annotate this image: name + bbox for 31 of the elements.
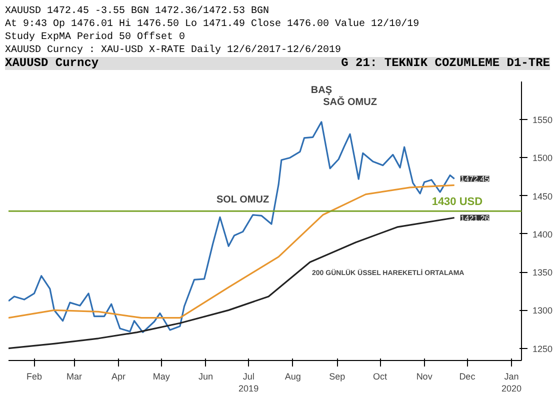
y-tick-label: 1550 [532,115,553,126]
ref-line-label: 1430 USD [432,196,483,208]
annotation: SOL OMUZ [216,194,270,206]
y-tick-label: 1350 [532,268,553,278]
annotation: 1421.26 [460,214,490,223]
x-tick-label: Aug [284,372,301,382]
x-tick-label: Jul 2019 [238,372,259,394]
y-tick-label: 1400 [532,230,553,240]
text: At 9:43 Op 1476.01 Hi 1476.50 Lo 1471.49 Close 1476.00 Value 12/10/19 [5,18,420,31]
x-tick-label: Jun [198,372,213,382]
text: XAUUSD 1472.45 -3.55 BGN 1472.36/1472.53 BGN [5,5,270,18]
annotation: SAĞ OMUZ [323,96,377,108]
x-tick-label: Dec [459,372,476,382]
y-tick-label: 1500 [532,153,553,164]
x-tick-label: Jan 2020 [501,372,522,394]
chart-title: XAUUSD Curncy [5,56,99,70]
x-tick-label: Oct [373,372,388,382]
x-tick-label: Apr [112,372,126,382]
y-tick-label: 1450 [532,191,553,202]
y-tick-label: 1250 [532,344,553,354]
x-tick-label: Mar [66,372,82,382]
text: Study ExpMA Period 50 Offset 0 [5,31,186,44]
annotation: 1472.45 [460,174,490,184]
x-tick-label: May [152,372,170,382]
y-tick-label: 1300 [532,306,553,316]
x-tick-label: Sep [329,372,346,382]
annotation: BAŞ [310,85,332,96]
x-tick-label: Nov [416,372,433,382]
x-tick-label: Feb [26,372,42,382]
chart-subtitle: G 21: TEKNIK COZUMLEME D1-TRE [341,56,550,70]
text: XAUUSD Curncy : XAU-USD X-RATE Daily 12/6/2017-12/6/2019 [5,44,342,57]
